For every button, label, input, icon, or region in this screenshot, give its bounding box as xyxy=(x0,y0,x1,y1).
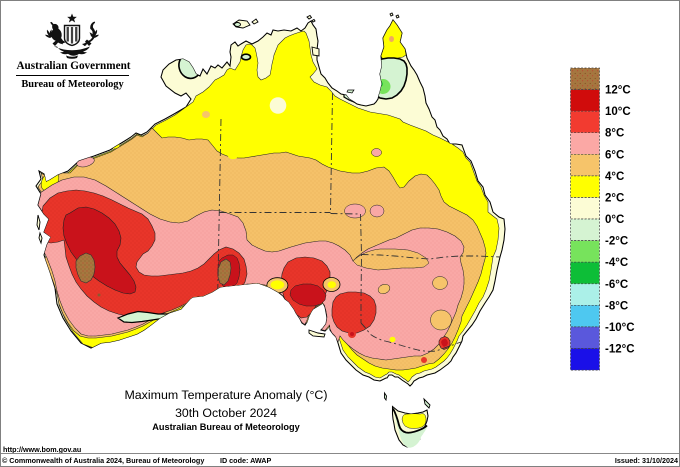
svg-text:2°C: 2°C xyxy=(605,193,624,205)
svg-text:6°C: 6°C xyxy=(605,149,624,161)
svg-text:-8°C: -8°C xyxy=(605,300,628,312)
svg-text:-6°C: -6°C xyxy=(605,279,628,291)
svg-text:-12°C: -12°C xyxy=(605,344,635,356)
svg-text:4°C: 4°C xyxy=(605,171,624,183)
svg-text:8°C: 8°C xyxy=(605,128,624,140)
svg-text:-4°C: -4°C xyxy=(605,257,628,269)
svg-text:10°C: 10°C xyxy=(605,106,631,118)
svg-text:0°C: 0°C xyxy=(605,214,624,226)
svg-text:-2°C: -2°C xyxy=(605,236,628,248)
svg-text:-10°C: -10°C xyxy=(605,322,635,334)
svg-text:12°C: 12°C xyxy=(605,85,631,97)
